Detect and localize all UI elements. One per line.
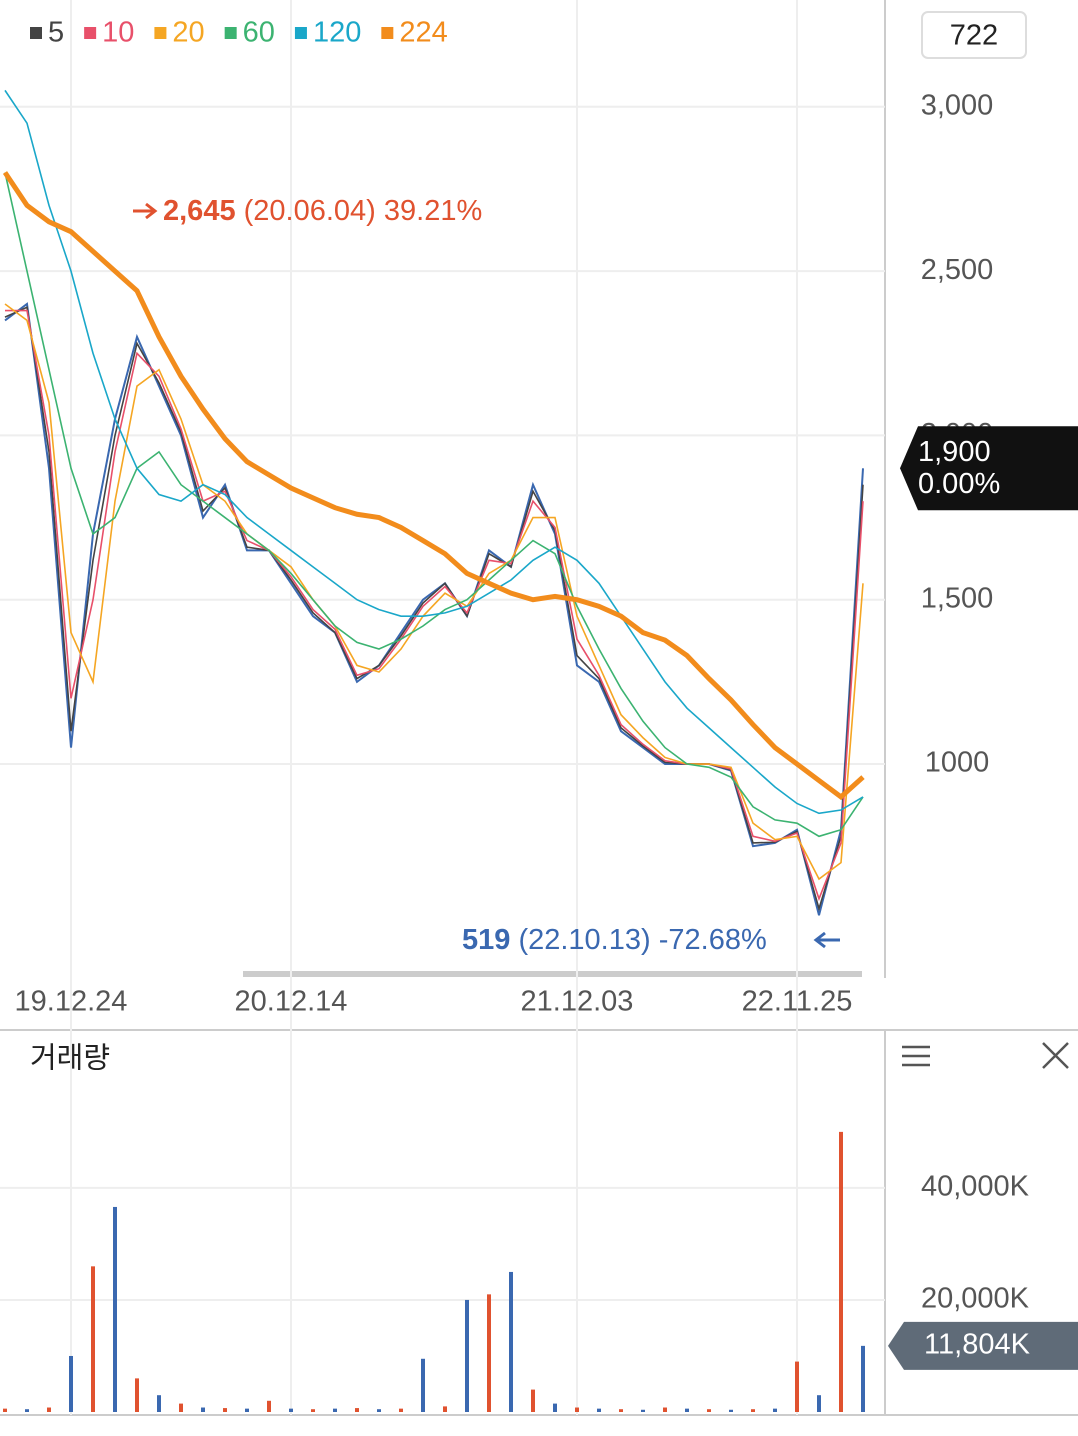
volume-bar [553, 1403, 557, 1412]
x-tick-label: 20.12.14 [235, 986, 348, 1018]
volume-bar [663, 1407, 667, 1412]
volume-bar [355, 1408, 359, 1412]
volume-bar [685, 1408, 689, 1412]
volume-bar [289, 1408, 293, 1412]
volume-bar [465, 1299, 469, 1412]
low-date: (22.10.13) [518, 924, 650, 956]
volume-bar [201, 1407, 205, 1412]
volume-bar [267, 1400, 271, 1412]
high-annotation: 2,645 (20.06.04) 39.21% [163, 195, 482, 227]
legend-swatch [224, 27, 237, 39]
legend-swatch [154, 27, 167, 39]
legend-swatch [84, 27, 97, 39]
volume-bar [839, 1131, 843, 1412]
volume-bar [333, 1408, 337, 1412]
y-tick-label: 3,000 [921, 89, 994, 121]
volume-bar [487, 1294, 491, 1412]
legend-swatch [294, 27, 307, 39]
x-tick-label: 22.11.25 [742, 986, 853, 1018]
ma-line [5, 309, 864, 902]
last-change: 0.00% [918, 468, 1000, 500]
y-tick-label: 1000 [925, 747, 990, 779]
volume-bar [597, 1408, 601, 1412]
volume-bar [399, 1408, 403, 1412]
volume-bar [421, 1358, 425, 1412]
x-tick-label: 21.12.03 [521, 986, 634, 1018]
high-date: (20.06.04) [244, 195, 376, 227]
volume-bar [707, 1409, 711, 1412]
volume-bar [509, 1271, 513, 1412]
low-arrow [813, 931, 840, 949]
y-tick-label: 1,500 [921, 582, 994, 614]
legend-label: 5 [48, 17, 64, 49]
high-value: 2,645 [163, 195, 236, 227]
annotations: 2,645 (20.06.04) 39.21% 519 (22.10.13) -… [133, 195, 840, 956]
volume-bar [861, 1345, 865, 1412]
y-tick-label: 40,000K [921, 1171, 1030, 1203]
menu-icon[interactable] [902, 1045, 930, 1067]
y-tick-label: 20,000K [921, 1283, 1030, 1315]
legend-label: 120 [313, 17, 361, 49]
volume-bar [135, 1378, 139, 1412]
volume-bar [245, 1408, 249, 1412]
volume-bar [795, 1361, 799, 1412]
volume-bar [69, 1355, 73, 1412]
volume-bar [773, 1408, 777, 1412]
volume-bar [817, 1395, 821, 1412]
y-tick-label: 2,500 [921, 254, 994, 286]
low-value: 519 [462, 924, 510, 956]
legend-swatch [30, 27, 42, 39]
last-volume-box [888, 1321, 1078, 1370]
volume-bar [47, 1407, 51, 1412]
low-change: -72.68% [659, 924, 767, 956]
badge-box [921, 11, 1027, 59]
volume-bar [619, 1409, 623, 1412]
volume-bar [311, 1409, 315, 1412]
volume-bar [575, 1407, 579, 1412]
volume-bar [113, 1206, 117, 1412]
close-icon[interactable] [1042, 1042, 1069, 1069]
legend-label: 10 [102, 17, 134, 49]
badge: 722 [950, 20, 998, 52]
ma-line [4, 172, 864, 838]
legend-label: 20 [172, 17, 204, 49]
ma-line [2, 171, 865, 801]
volume-bar [751, 1409, 755, 1412]
ma-line [4, 89, 864, 815]
x-tick-label: 19.12.24 [15, 986, 128, 1018]
high-arrow [133, 202, 158, 220]
volume-bar [179, 1403, 183, 1412]
volume-bar [443, 1406, 447, 1412]
low-annotation: 519 (22.10.13) -72.68% [462, 924, 767, 956]
last-volume: 11,804K [924, 1329, 1031, 1361]
volume-bar [223, 1408, 227, 1412]
volume-bar [641, 1409, 645, 1412]
ma-line [4, 303, 864, 881]
volume-bar [531, 1389, 535, 1412]
volume-bar [729, 1409, 733, 1412]
high-change: 39.21% [384, 195, 482, 227]
volume-bar [25, 1409, 29, 1412]
last-price: 1,900 [918, 436, 991, 468]
volume-bar [3, 1408, 7, 1412]
legend-swatch [381, 27, 394, 39]
legend-label: 224 [399, 17, 447, 49]
volume-bar [377, 1409, 381, 1412]
last-price-box [900, 426, 1078, 511]
volume-bar [157, 1395, 161, 1412]
volume-bar [91, 1266, 95, 1412]
legend-label: 60 [243, 17, 275, 49]
